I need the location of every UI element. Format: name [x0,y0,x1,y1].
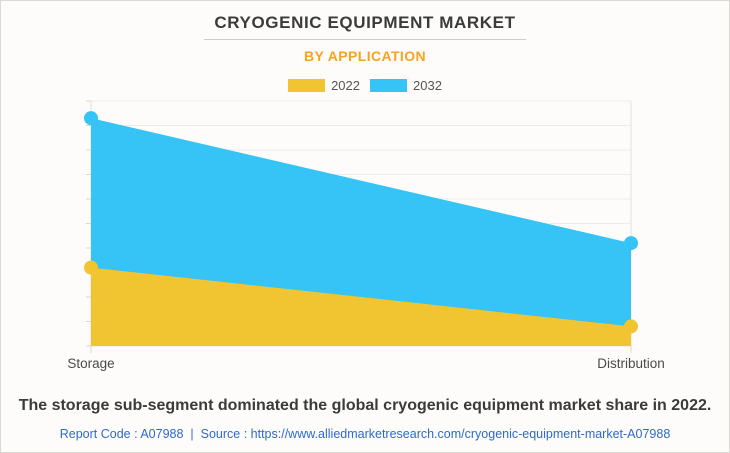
area-chart: Storage Distribution [1,96,729,386]
legend-label-2022: 2022 [331,78,360,93]
chart-subtitle: BY APPLICATION [303,48,427,64]
marker-2032-distribution[interactable] [624,236,638,251]
area-chart-canvas: Storage Distribution [67,100,665,371]
area-2022[interactable] [91,267,631,346]
chart-caption: The storage sub-segment dominated the gl… [18,397,712,414]
legend-item-2032[interactable]: 2032 [370,78,442,93]
footer-separator2 [194,427,197,441]
source-prefix: Source : [200,427,248,441]
legend-label-2032: 2032 [413,78,442,93]
footer-separator-bar: | [190,427,194,441]
report-code: Report Code : A07988 [59,427,184,441]
source-url-link[interactable]: https://www.alliedmarketresearch.com/cry… [250,427,671,441]
marker-2022-distribution[interactable] [624,319,638,334]
marker-2022-storage[interactable] [84,260,98,275]
title-underline [204,39,526,40]
legend-swatch-2022-icon [288,79,326,92]
x-axis-label-distribution: Distribution [597,356,665,371]
page-title: CRYOGENIC EQUIPMENT MARKET [214,13,516,32]
legend-item-2022[interactable]: 2022 [288,78,360,93]
x-axis-label-storage: Storage [67,356,114,371]
chart-legend: 2022 2032 [1,78,729,93]
report-footer: Report Code : A07988 | Source : https://… [1,427,729,441]
marker-2032-storage[interactable] [84,111,98,126]
legend-swatch-2032-icon [370,79,407,92]
